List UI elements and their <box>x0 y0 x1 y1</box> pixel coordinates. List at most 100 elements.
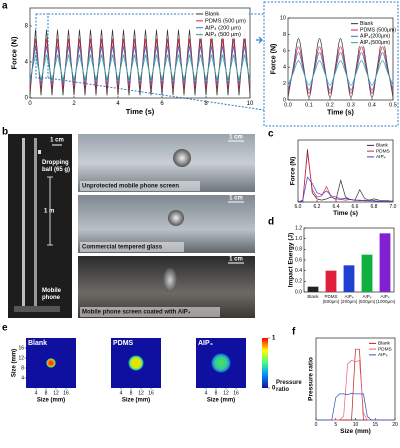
panel-label: a <box>2 1 8 12</box>
y-tick-label: 16 <box>18 345 24 351</box>
legend-label: AIP₄ (500 μm) <box>205 32 241 38</box>
x-tick-label: AIP₄ (500μm) <box>358 294 376 304</box>
panel-label: f <box>292 327 296 338</box>
pole <box>22 138 25 308</box>
ball <box>163 268 177 292</box>
x-tick-label: 4 <box>35 390 38 396</box>
ball-label: Dropping ball (65 g) <box>42 160 71 173</box>
x-tick-label: AIP₄ (200μm) <box>340 294 358 304</box>
scale-label: 1 cm <box>229 196 243 202</box>
x-tick-label: 4 <box>116 101 120 107</box>
x-tick-label: 8 <box>204 101 208 107</box>
phone <box>14 306 60 312</box>
x-tick-label: 6 <box>160 101 164 107</box>
heatmap-title: AIP₄ <box>198 340 213 347</box>
series-line <box>29 45 251 85</box>
series-line <box>298 149 394 203</box>
bar <box>361 254 373 292</box>
legend-label: Blank <box>378 341 391 347</box>
x-axis-label: Size (mm) <box>340 428 371 435</box>
x-tick-label: 16 <box>148 390 154 396</box>
x-tick-label: 0.2 <box>326 102 334 108</box>
x-tick-label: 0 <box>28 101 32 107</box>
legend-bg <box>195 10 249 39</box>
legend-bg <box>368 340 394 359</box>
legend-label: PDMS (500μm) <box>360 27 396 33</box>
legend-label: AIP₄(200μm) <box>360 34 390 40</box>
colorbar <box>262 338 268 388</box>
y-tick-label: 0.8 <box>295 247 302 253</box>
x-tick-label: 6.6 <box>352 204 359 210</box>
zoom-arrow <box>256 36 263 44</box>
x-tick-label: 4 <box>205 390 208 396</box>
x-tick-label: 10 <box>247 101 254 107</box>
heatmap-spot <box>128 355 144 371</box>
x-tick-label: 0.4 <box>368 102 376 108</box>
x-axis-label: Time (s) <box>333 210 358 217</box>
height-label: 1 m <box>44 209 54 215</box>
series-line <box>287 60 394 86</box>
x-tick-label: 6.0 <box>295 204 302 210</box>
height-bar-ends <box>47 176 53 246</box>
series-line <box>29 29 251 96</box>
caption-bg <box>80 307 220 317</box>
x-tick-label: 0 <box>315 422 318 428</box>
colorbar-tick-label: 0 <box>272 386 276 392</box>
x-tick-label: PDMS (500μm) <box>322 294 340 304</box>
panel-label: d <box>268 217 274 228</box>
ball <box>168 210 184 226</box>
heatmap-title: Blank <box>28 340 47 347</box>
x-tick-label: 6.8 <box>371 204 378 210</box>
x-tick-label: 12 <box>138 390 144 396</box>
y-tick-label: 8 <box>25 24 29 30</box>
x-tick-label: 5 <box>334 422 337 428</box>
ball-small <box>38 150 41 154</box>
scale-label: 1 cm <box>229 135 243 141</box>
legend-label: Blank <box>205 11 219 17</box>
legend-label: PDMS <box>378 346 392 352</box>
series-line <box>316 359 395 421</box>
scale-label: 1 cm <box>229 257 243 263</box>
series-line <box>316 392 395 421</box>
x-tick-label: 7.0 <box>390 204 397 210</box>
y-tick-label: 8 <box>21 365 24 371</box>
legend-label: PDMS (500 μm) <box>205 18 246 24</box>
series-line <box>287 52 394 91</box>
x-tick-label: 16 <box>233 390 239 396</box>
x-axis-label: Time (s) <box>327 109 354 116</box>
x-tick-label: 15 <box>372 422 378 428</box>
x-axis-label: Time (s) <box>126 107 155 116</box>
y-tick-label: 1.2 <box>295 225 302 231</box>
bar <box>379 233 391 292</box>
y-tick-label: 6 <box>283 48 286 54</box>
photo-setup <box>8 134 72 318</box>
legend-bg <box>350 20 392 47</box>
legend-label: AIP₄ <box>378 352 388 358</box>
y-tick-label: 0 <box>25 96 29 102</box>
x-tick-label: 2 <box>72 101 76 107</box>
plot-frame <box>29 7 251 99</box>
x-tick-label: 12 <box>223 390 229 396</box>
caption-bg <box>80 181 200 191</box>
pole <box>34 138 37 308</box>
y-tick-label: 4 <box>283 65 286 71</box>
x-tick-label: 10 <box>353 422 359 428</box>
y-axis-label: Force (N) <box>290 157 297 186</box>
x-tick-label: 12 <box>53 390 59 396</box>
y-axis-label: Pressure ratio <box>308 357 315 401</box>
legend-label: AIP₄ (200 μm) <box>205 25 241 31</box>
y-tick-label: 0.6 <box>295 257 302 263</box>
heatmap-title: PDMS <box>113 340 134 347</box>
caption: Commercial tempered glass <box>82 245 163 251</box>
bar <box>343 265 355 292</box>
x-axis-label: Size (mm) <box>122 398 150 404</box>
plot-frame <box>287 17 394 101</box>
x-tick-label: 8 <box>45 390 48 396</box>
panel-label: e <box>2 323 8 334</box>
plot-frame <box>297 139 394 203</box>
x-tick-label: 8 <box>215 390 218 396</box>
x-tick-label: Blank <box>307 294 319 299</box>
x-axis-label: Size (mm) <box>207 398 235 404</box>
legend-label: AIP₄(500μm) <box>360 40 390 46</box>
